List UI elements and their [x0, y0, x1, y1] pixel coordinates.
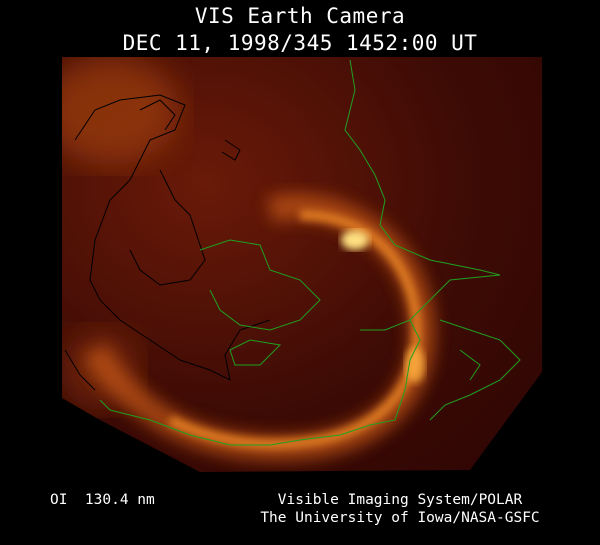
instrument-credit: Visible Imaging System/POLAR — [277, 492, 523, 508]
observation-datetime: DEC 11, 1998/345 1452:00 UT — [122, 31, 478, 55]
diffuse-glow — [62, 57, 180, 165]
image-title: VIS Earth Camera — [194, 4, 406, 28]
auroral-oval — [83, 193, 436, 462]
institution-credit: The University of Iowa/NASA-GSFC — [260, 510, 540, 526]
coastlines — [64, 59, 521, 446]
wavelength-label: OI 130.4 nm — [50, 492, 155, 508]
